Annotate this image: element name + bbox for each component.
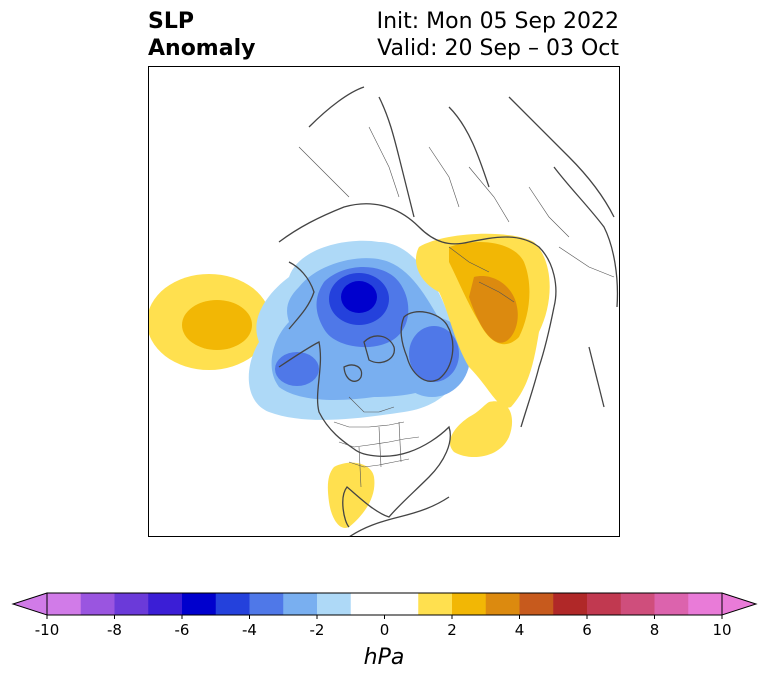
valid-range-label: Valid: 20 Sep – 03 Oct (377, 36, 619, 61)
anomaly-alaska-low (275, 352, 319, 386)
colorbar-segment (317, 593, 352, 615)
borders (298, 126, 615, 488)
colorbar-segment (148, 593, 183, 615)
colorbar-segment (553, 593, 588, 615)
colorbar-tick-label: 6 (582, 621, 592, 639)
colorbar-segment (587, 593, 622, 615)
title-left: SLP Anomaly (148, 8, 255, 62)
colorbar-unit-label: hPa (363, 645, 405, 670)
colorbar-extend-low (11, 592, 48, 616)
colorbar-segment (47, 593, 82, 615)
colorbar-segment (215, 593, 250, 615)
colorbar-segment (80, 593, 115, 615)
colorbar-segment (283, 593, 318, 615)
colorbar-segment (418, 593, 453, 615)
colorbar-segment (654, 593, 689, 615)
coastlines (278, 86, 619, 536)
colorbar-tick-label: -2 (310, 621, 325, 639)
colorbar-segment (249, 593, 284, 615)
colorbar-segment (114, 593, 149, 615)
colorbar-segment (485, 593, 520, 615)
colorbar-segment (620, 593, 655, 615)
colorbar-tick-label: 2 (447, 621, 457, 639)
colorbar-segment (182, 593, 217, 615)
colorbar: -10 -8 -6 -4 -2 0 2 4 6 8 10 (0, 580, 768, 680)
colorbar-tick-label: 4 (515, 621, 525, 639)
colorbar-tick-label: -4 (242, 621, 257, 639)
anomaly-atlantic-high (449, 401, 513, 458)
colorbar-svg: -10 -8 -6 -4 -2 0 2 4 6 8 10 (11, 592, 758, 639)
anomaly-greenland-low (394, 317, 470, 397)
colorbar-tick-label: -10 (35, 621, 60, 639)
colorbar-tick-label: 8 (650, 621, 660, 639)
colorbar-tick-label: 10 (712, 621, 731, 639)
title-anomaly: Anomaly (148, 36, 256, 61)
anomaly-eurasia-high (415, 233, 550, 408)
title-right: Init: Mon 05 Sep 2022 Valid: 20 Sep – 03… (377, 8, 619, 62)
colorbar-segment (350, 593, 385, 615)
colorbar-tick-label: -6 (175, 621, 190, 639)
colorbar-segment (688, 593, 723, 615)
colorbar-segment (452, 593, 487, 615)
init-date-label: Init: Mon 05 Sep 2022 (376, 9, 619, 34)
colorbar-segment (384, 593, 419, 615)
map-svg (149, 86, 619, 536)
colorbar-segment (519, 593, 554, 615)
colorbar-extend-high (721, 592, 758, 616)
title-variable: SLP (148, 9, 194, 34)
anomaly-pacific-high (149, 274, 271, 370)
colorbar-tick-label: -8 (107, 621, 122, 639)
colorbar-tick-label: 0 (380, 621, 390, 639)
map-panel (148, 66, 620, 537)
anomaly-texas-high (327, 462, 375, 528)
